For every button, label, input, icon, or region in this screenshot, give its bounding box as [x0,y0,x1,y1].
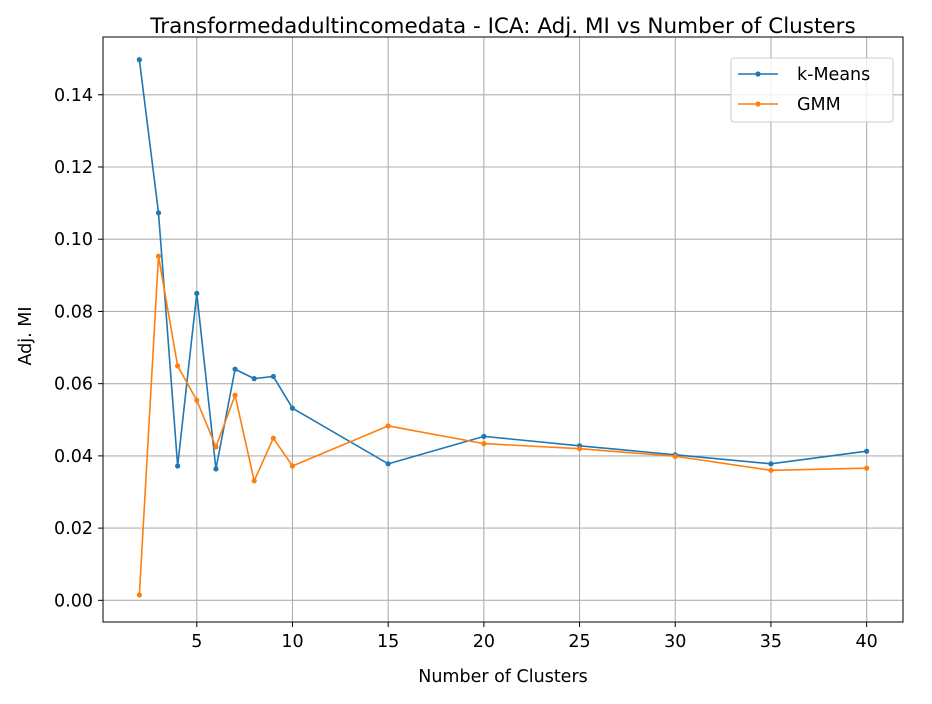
x-tick-label: 25 [568,632,590,652]
data-point-gmm [672,453,678,459]
data-point-k-means [175,463,181,469]
y-tick-label: 0.02 [54,519,93,539]
y-tick-label: 0.06 [54,375,93,395]
x-tick-label: 5 [191,632,202,652]
data-point-gmm [194,397,200,403]
data-point-k-means [155,210,162,216]
data-point-gmm [175,363,181,369]
axis-ticks: 5 10 15 20 25 30 35 40 0.00 0.02 0.04 0.06 0.08 0.10 0… [54,86,878,652]
data-point-gmm [289,463,296,469]
chart-title: Transformedadultincomedata - ICA: Adj. M… [149,14,855,39]
data-point-k-means [270,373,276,380]
grid-lines [103,37,903,622]
y-tick-label: 0.08 [54,302,93,322]
legend-label-gmm: GMM [797,95,841,115]
data-point-gmm [136,592,142,598]
data-point-k-means [864,448,870,454]
x-tick-label: 40 [855,632,877,652]
x-tick-label: 35 [760,632,782,652]
series-layer [136,57,870,598]
data-point-gmm [251,478,257,484]
y-tick-label: 0.14 [54,86,93,106]
data-point-gmm [213,444,219,450]
data-point-gmm [155,253,162,259]
data-point-k-means [194,290,200,296]
x-tick-label: 20 [473,632,495,652]
y-tick-label: 0.12 [54,158,93,178]
legend: k-Means GMM [730,57,894,123]
x-tick-label: 30 [664,632,686,652]
x-tick-label: 10 [281,632,303,652]
data-point-gmm [270,435,276,441]
legend-label-k-means: k-Means [797,65,870,85]
y-tick-label: 0.00 [54,591,93,611]
y-axis-label: Adj. MI [16,306,36,365]
data-point-k-means [213,466,219,472]
data-point-gmm [576,446,583,452]
data-point-k-means [385,461,391,467]
legend-marker-k-means [755,71,761,77]
data-point-k-means [232,366,238,372]
data-point-k-means [768,461,774,467]
data-point-gmm [768,467,774,473]
data-point-k-means [251,376,257,382]
data-point-gmm [481,441,487,447]
x-tick-label: 15 [377,632,399,652]
legend-marker-gmm [755,101,761,107]
data-point-k-means [481,433,487,439]
data-point-k-means [136,57,142,63]
y-tick-label: 0.04 [54,447,93,467]
data-point-k-means [289,405,296,411]
data-point-gmm [385,423,391,429]
y-tick-label: 0.10 [54,230,93,250]
data-point-gmm [232,392,238,398]
data-point-gmm [864,465,870,471]
plot-area-frame [102,36,904,623]
x-axis-label: Number of Clusters [418,667,588,687]
